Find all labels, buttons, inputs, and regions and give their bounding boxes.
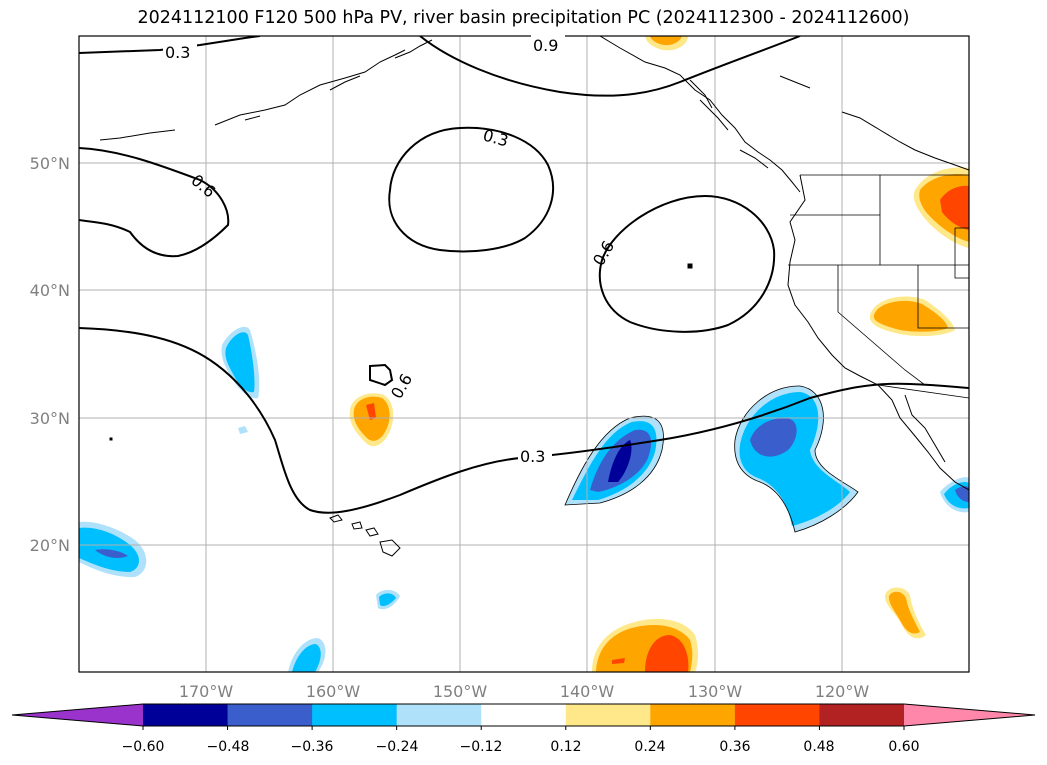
negative-anomaly-far-west [79, 521, 147, 578]
contour-label-bg [518, 446, 552, 466]
negative-anomaly-central [564, 415, 664, 506]
colorbar-segment [650, 704, 736, 726]
colorbar-ticks [142, 726, 905, 730]
positive-anomaly-california [869, 296, 955, 337]
colorbar-extension-high [904, 704, 1035, 726]
negative-anomaly-west [221, 326, 260, 434]
colorbar-segment [396, 704, 482, 726]
colorbar-tick-label: −0.24 [376, 739, 419, 755]
colorbar-segment [481, 704, 567, 726]
longitude-labels: 170°W 160°W 150°W 140°W 130°W 120°W [179, 682, 870, 701]
colorbar-tick-label: 0.12 [550, 739, 581, 755]
contour-label-bg [163, 41, 197, 61]
colorbar-tick-label: −0.12 [460, 739, 503, 755]
colorbar-segment [312, 704, 398, 726]
lon-label-170w: 170°W [179, 682, 234, 701]
colorbar-tick-label: 0.60 [888, 739, 919, 755]
colorbar-segment [734, 704, 820, 726]
colorbar-segment [565, 704, 651, 726]
map-title: 2024112100 F120 500 hPa PV, river basin … [137, 8, 910, 28]
colorbar-tick-label: −0.36 [291, 739, 334, 755]
map-gridlines [79, 36, 969, 672]
contour-label-09: 0.9 [533, 36, 558, 55]
contour-label-03-top: 0.3 [165, 43, 190, 62]
precipitation-shading [79, 36, 969, 672]
colorbar-tick-label: 0.24 [634, 739, 665, 755]
colorbar-segments [11, 703, 1036, 727]
lon-label-140w: 140°W [560, 682, 615, 701]
lat-label-30n: 30°N [30, 409, 70, 428]
lon-label-130w: 130°W [688, 682, 743, 701]
colorbar-tick-labels: −0.60 −0.48 −0.36 −0.24 −0.12 0.12 0.24 … [122, 739, 920, 755]
islands [109, 263, 693, 557]
colorbar-segment [819, 704, 905, 726]
coastlines [99, 36, 969, 491]
latitude-labels: 50°N 40°N 30°N 20°N [30, 154, 70, 555]
map-background [79, 36, 969, 672]
positive-anomaly-baja [884, 587, 926, 639]
lon-label-150w: 150°W [433, 682, 488, 701]
colorbar-segment [227, 704, 313, 726]
colorbar-tick-label: −0.60 [122, 739, 165, 755]
positive-anomaly-south [592, 618, 699, 672]
lat-label-20n: 20°N [30, 536, 70, 555]
map-frame [78, 35, 970, 673]
pv-contour-09 [419, 36, 801, 97]
colorbar-tick-label: 0.36 [719, 739, 750, 755]
pv-contour-03-loop [388, 126, 555, 253]
colorbar-segment [143, 704, 229, 726]
pv-contour-nw-06 [79, 147, 230, 258]
positive-anomaly-west [349, 393, 394, 447]
contour-label-bg [531, 34, 565, 54]
colorbar: −0.60 −0.48 −0.36 −0.24 −0.12 0.12 0.24 … [11, 703, 1036, 755]
lon-label-120w: 120°W [815, 682, 870, 701]
lon-label-160w: 160°W [306, 682, 361, 701]
pv-contour-03-main [79, 327, 969, 514]
colorbar-tick-label: −0.48 [207, 739, 250, 755]
lat-label-50n: 50°N [30, 154, 70, 173]
positive-anomaly-alaska [645, 36, 688, 51]
lat-label-40n: 40°N [30, 281, 70, 300]
state-borders [788, 174, 969, 399]
colorbar-extension-low [12, 704, 143, 726]
negative-anomaly-east [734, 385, 859, 533]
colorbar-tick-label: 0.48 [803, 739, 834, 755]
pv-contour-06-small [369, 363, 394, 387]
pv-contours [79, 36, 969, 514]
pv-contour-06-loop [598, 194, 776, 333]
contour-label-03-main: 0.3 [520, 447, 545, 466]
pv-contour-top [79, 36, 261, 54]
